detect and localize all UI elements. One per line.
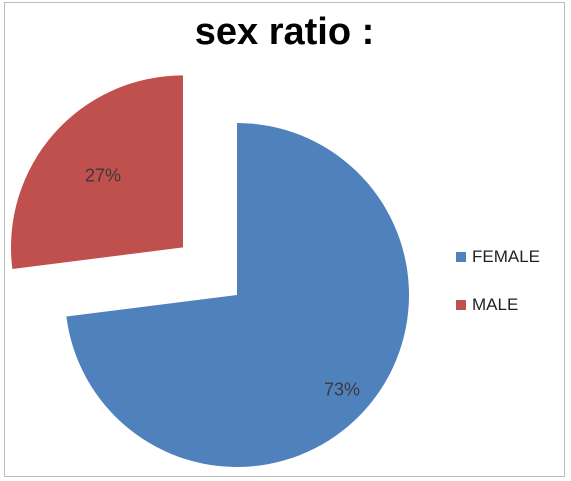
chart-title: sex ratio : bbox=[194, 11, 375, 53]
legend-swatch-male bbox=[456, 300, 466, 310]
legend-label-male: MALE bbox=[472, 295, 519, 314]
legend-item-male: MALE bbox=[456, 292, 540, 318]
pie-slice-male bbox=[10, 75, 183, 269]
pie-slice-female bbox=[66, 123, 410, 467]
legend-swatch-female bbox=[456, 252, 466, 262]
pie-label-male: 27% bbox=[85, 166, 121, 186]
legend-item-female: FEMALE bbox=[456, 244, 540, 270]
pie-label-female: 73% bbox=[324, 379, 360, 399]
legend-label-female: FEMALE bbox=[472, 247, 541, 266]
legend: FEMALE MALE bbox=[456, 244, 540, 340]
